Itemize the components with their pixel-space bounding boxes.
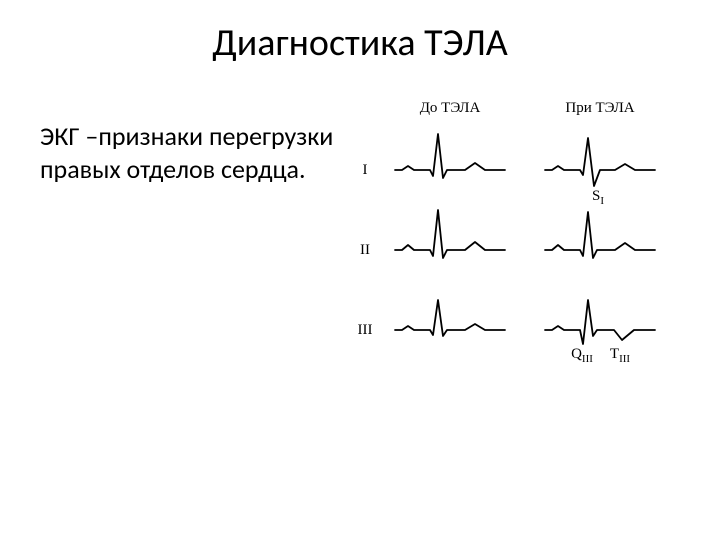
ecg-annotation: QIII <box>571 346 593 365</box>
ecg-trace <box>395 300 505 336</box>
ecg-row-label: II <box>360 242 370 258</box>
ecg-annotation: TIII <box>610 346 630 365</box>
ecg-figure: До ТЭЛАПри ТЭЛАIIIIIISIQIIITIII <box>350 100 680 400</box>
ecg-trace <box>395 210 505 258</box>
ecg-annotation: SI <box>592 188 604 207</box>
ecg-svg: До ТЭЛАПри ТЭЛАIIIIIISIQIIITIII <box>350 100 680 400</box>
ecg-trace <box>395 134 505 178</box>
slide: Диагностика ТЭЛА ЭКГ –признаки перегрузк… <box>0 0 720 540</box>
slide-body-text: ЭКГ –признаки перегрузки правых отделов … <box>40 120 340 185</box>
ecg-trace <box>545 212 655 258</box>
slide-title: Диагностика ТЭЛА <box>0 20 720 66</box>
ecg-col-header: До ТЭЛА <box>420 100 481 116</box>
ecg-trace <box>545 138 655 186</box>
ecg-col-header: При ТЭЛА <box>565 100 634 116</box>
ecg-row-label: I <box>363 162 368 178</box>
ecg-row-label: III <box>358 322 373 338</box>
ecg-trace <box>545 300 655 344</box>
